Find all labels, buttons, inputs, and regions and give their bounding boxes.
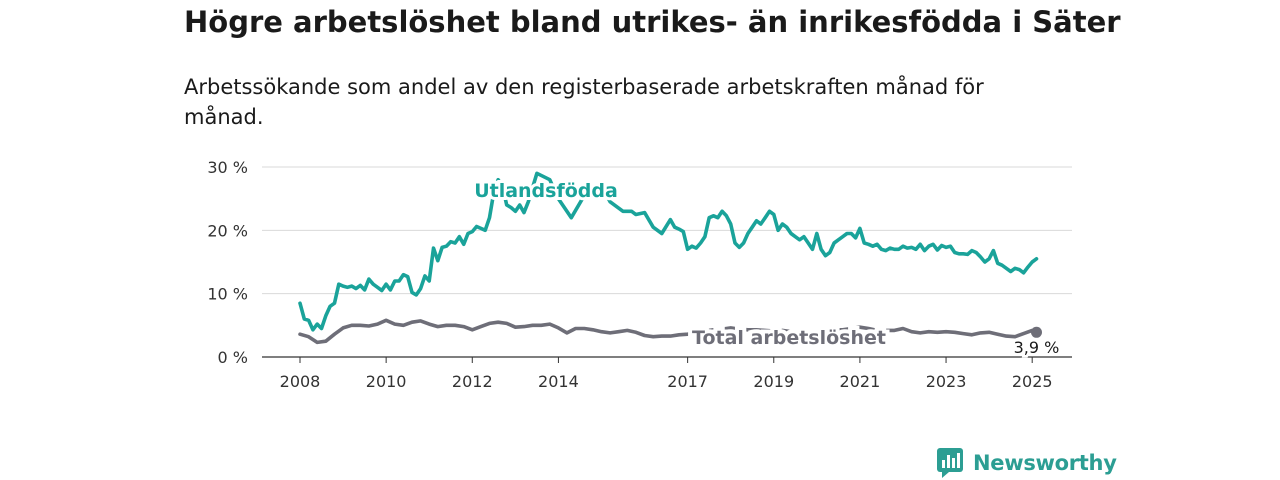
brand-name: Newsworthy [973,451,1117,475]
gridlines [262,166,1072,358]
x-tick-label: 2017 [667,372,708,391]
y-tick-label: 10 % [207,285,248,304]
x-tick-label: 2008 [280,372,321,391]
series-line-utlandsfodda [298,171,1039,332]
chart-series [298,171,1039,345]
series-line-total [298,318,1039,345]
newsworthy-logo-icon [937,448,963,478]
line-chart: 0 % 10 % 20 % 30 % 2008 2010 2012 2014 2017 2019… [207,158,1072,391]
x-axis: 2008 2010 2012 2014 2017 2019 2021 2023 2025 [280,357,1053,391]
end-value-label: 3,9 % [1014,338,1060,357]
series-label-total: Total arbetslöshet [692,327,886,349]
chart-subtitle: Arbetssökande som andel av den registerb… [184,75,984,129]
y-tick-label: 30 % [207,158,248,177]
x-tick-label: 2012 [452,372,493,391]
x-tick-label: 2010 [366,372,407,391]
y-tick-label: 0 % [218,348,248,367]
end-point-marker [1030,326,1042,338]
y-axis-ticks: 0 % 10 % 20 % 30 % [207,158,248,367]
series-labels: Utlandsfödda Total arbetslöshet 3,9 % [471,177,1062,360]
x-tick-label: 2014 [538,372,579,391]
x-tick-label: 2021 [840,372,881,391]
series-label-utlandsfodda: Utlandsfödda [474,180,618,202]
x-tick-label: 2019 [753,372,794,391]
x-tick-label: 2025 [1012,372,1053,391]
x-tick-label: 2023 [926,372,967,391]
newsworthy-brand[interactable]: Newsworthy [937,448,1117,478]
chart-title: Högre arbetslöshet bland utrikes- än inr… [184,5,1121,39]
y-tick-label: 20 % [207,221,248,240]
